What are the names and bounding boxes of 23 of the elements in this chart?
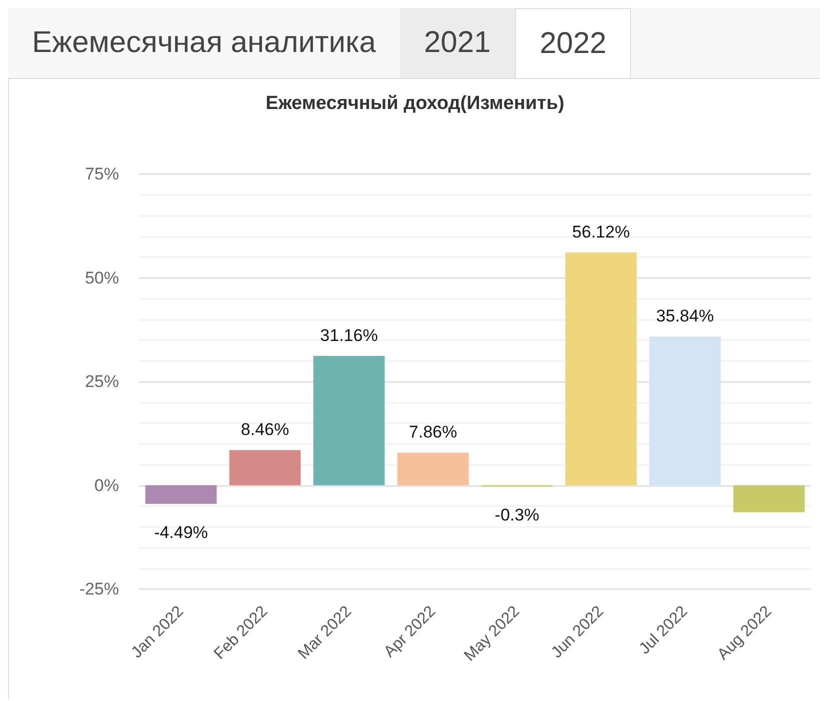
data-label: -0.3% (494, 505, 540, 524)
bar (733, 485, 805, 512)
data-label: 8.46% (240, 420, 290, 440)
text: 2022 (514, 8, 632, 78)
bar (397, 452, 469, 486)
text: 2021 (400, 8, 515, 78)
data-label: -4.49% (154, 522, 208, 542)
y-tick-label: -25% (79, 580, 119, 598)
data-label: 31.16% (320, 326, 378, 345)
data-label: 35.84% (656, 306, 714, 326)
data-label: 7.86% (408, 422, 458, 442)
bar (229, 450, 301, 486)
y-tick-label: 25% (84, 372, 119, 391)
y-tick-label: 75% (84, 164, 119, 184)
data-label: 56.12% (572, 222, 630, 242)
chart-title: Ежемесячный доход(Изменить) (266, 93, 564, 114)
y-tick-label: 50% (84, 268, 119, 288)
bar (313, 356, 385, 486)
text: Ежемесячная аналитика (8, 8, 400, 78)
bar (145, 485, 217, 504)
bar (649, 336, 721, 486)
y-tick-label: 0% (94, 476, 119, 495)
bar (565, 252, 637, 486)
